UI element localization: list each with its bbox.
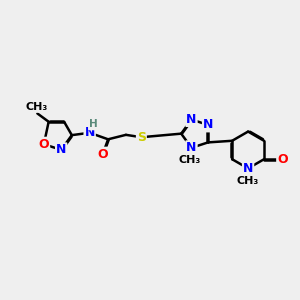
Text: CH₃: CH₃ xyxy=(26,102,48,112)
Text: N: N xyxy=(56,143,66,156)
Text: O: O xyxy=(277,153,288,166)
Text: N: N xyxy=(243,162,253,175)
Text: N: N xyxy=(203,118,213,131)
Text: S: S xyxy=(137,131,146,144)
Text: O: O xyxy=(98,148,108,161)
Text: CH₃: CH₃ xyxy=(179,155,201,165)
Text: N: N xyxy=(85,126,95,139)
Text: N: N xyxy=(186,141,197,154)
Text: O: O xyxy=(39,138,49,151)
Text: N: N xyxy=(186,113,197,126)
Text: CH₃: CH₃ xyxy=(237,176,259,186)
Text: H: H xyxy=(89,119,98,129)
